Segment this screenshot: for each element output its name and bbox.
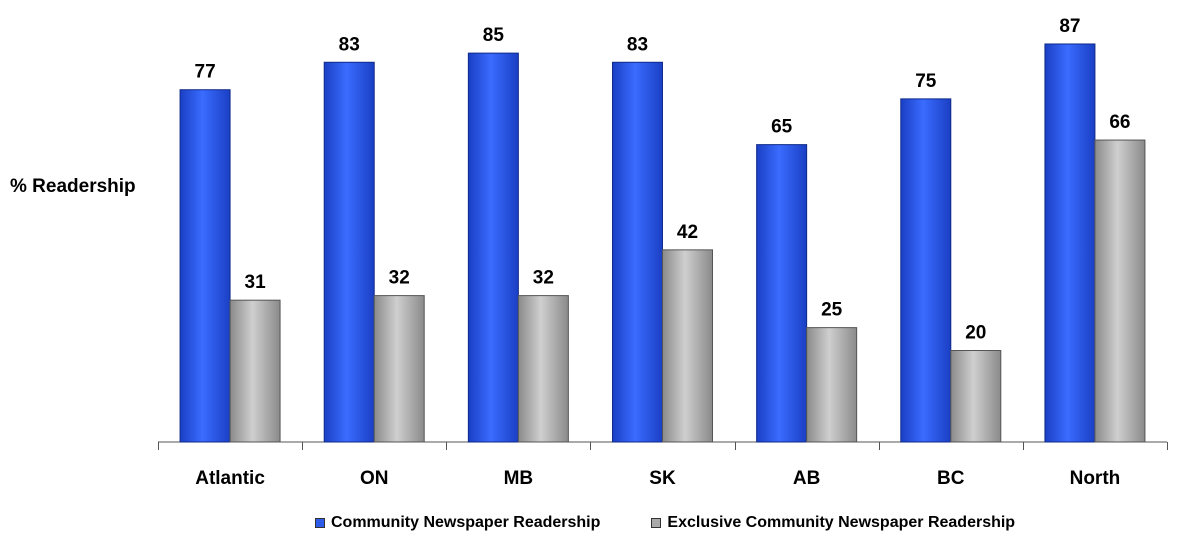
bar-series-2-mb bbox=[517, 295, 569, 443]
bar-series-2-ab bbox=[806, 327, 858, 443]
bar-series-2-atlantic bbox=[229, 299, 281, 443]
data-label-series-2-ab: 25 bbox=[821, 300, 843, 321]
x-tick-labels-group: Atlantic ON MB SK AB BC North bbox=[195, 468, 1120, 489]
data-label-series-2-on: 32 bbox=[389, 268, 410, 289]
y-axis-label: % Readership bbox=[10, 176, 136, 197]
legend-label-series-1: Community Newspaper Readership bbox=[331, 514, 601, 531]
x-tick-label-sk: SK bbox=[649, 468, 676, 489]
x-tick-label-north: North bbox=[1070, 468, 1121, 489]
data-label-series-2-sk: 42 bbox=[677, 222, 698, 243]
data-label-series-2-bc: 20 bbox=[965, 323, 986, 344]
bar-series-1-mb bbox=[467, 52, 519, 443]
data-label-series-1-ab: 65 bbox=[771, 117, 793, 138]
data-labels-group: 77 31 83 32 85 32 83 42 65 25 75 20 87 66 bbox=[195, 16, 1131, 344]
bar-series-1-north bbox=[1044, 43, 1096, 443]
data-label-series-2-mb: 32 bbox=[533, 268, 554, 289]
legend-item-series-1: Community Newspaper Readership bbox=[315, 514, 600, 532]
x-tick-label-mb: MB bbox=[504, 468, 534, 489]
bar-series-2-sk bbox=[662, 249, 713, 443]
legend-swatch-series-2 bbox=[651, 518, 662, 528]
legend: Community Newspaper Readership Exclusive… bbox=[315, 514, 1015, 532]
data-label-series-1-mb: 85 bbox=[483, 25, 505, 46]
data-label-series-2-atlantic: 31 bbox=[245, 272, 267, 293]
legend-item-series-2: Exclusive Community Newspaper Readership bbox=[651, 514, 1015, 532]
data-label-series-1-atlantic: 77 bbox=[195, 62, 216, 83]
x-axis bbox=[158, 441, 1168, 450]
bar-series-2-north bbox=[1094, 139, 1146, 443]
bar-series-2-bc bbox=[950, 350, 1002, 443]
bar-series-2-on bbox=[373, 295, 425, 443]
data-label-series-1-on: 83 bbox=[339, 34, 360, 55]
bar-series-1-on bbox=[323, 61, 375, 443]
data-label-series-1-sk: 83 bbox=[627, 34, 648, 55]
bar-series-1-atlantic bbox=[179, 89, 231, 443]
legend-label-series-2: Exclusive Community Newspaper Readership bbox=[667, 514, 1016, 531]
bar-series-1-ab bbox=[756, 144, 808, 443]
legend-swatch-series-1 bbox=[315, 518, 325, 528]
data-label-series-2-north: 66 bbox=[1109, 112, 1130, 133]
x-tick-label-on: ON bbox=[360, 468, 389, 489]
bar-series-1-sk bbox=[612, 61, 663, 443]
bars-group bbox=[179, 43, 1146, 443]
data-label-series-1-bc: 75 bbox=[915, 71, 937, 92]
x-tick-label-bc: BC bbox=[937, 468, 965, 489]
data-label-series-1-north: 87 bbox=[1059, 16, 1080, 37]
bar-series-1-bc bbox=[900, 98, 952, 443]
x-tick-label-ab: AB bbox=[793, 468, 820, 489]
x-tick-label-atlantic: Atlantic bbox=[195, 468, 265, 489]
